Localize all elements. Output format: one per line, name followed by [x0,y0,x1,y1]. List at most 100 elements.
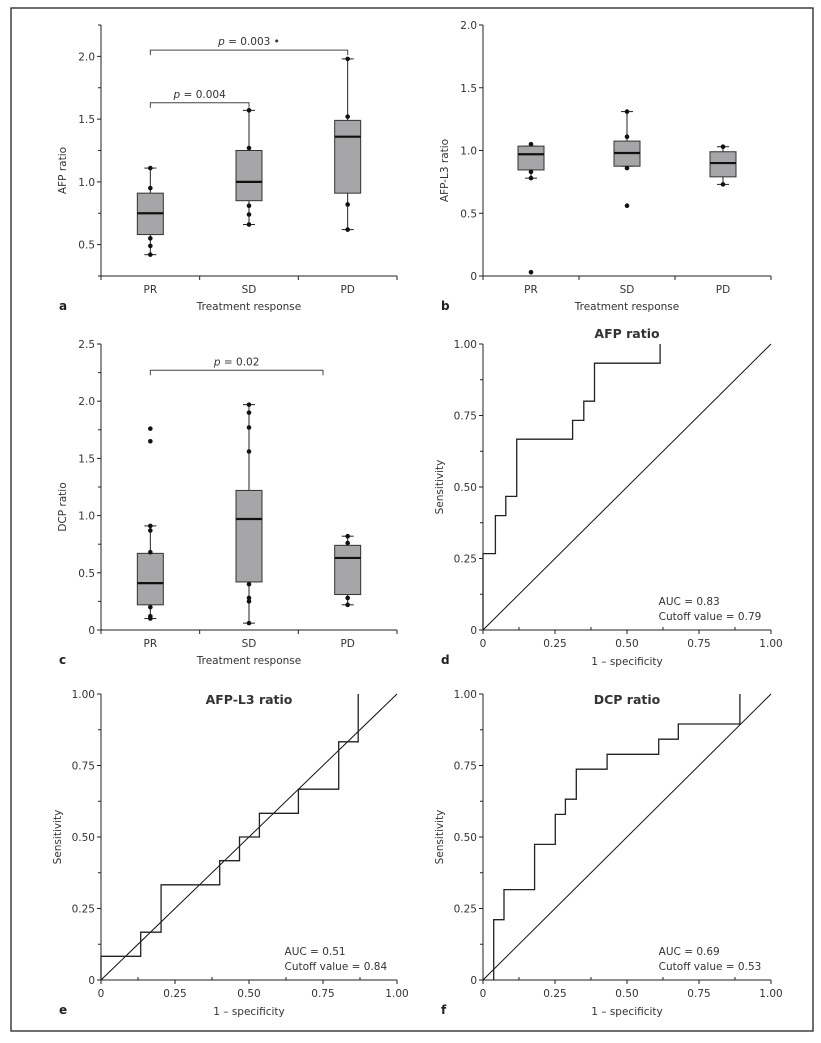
y-tick-label: 1.0 [460,146,477,158]
panel-d-afp-roc-curve: 00 0.25 0.25 0.50 0.50 0.75 0.75 1.00 1.00 1 – sp… [434,326,783,668]
y-axis-label: DCP ratio [57,482,69,531]
panel-c-dcp-ratio-boxplot: 0 0.5 1.0 1.5 2.0 2.5 PR SD PD Treatment response… [57,339,398,667]
cutoff-annotation: Cutoff value = 0.84 [285,961,388,973]
panel-letter: b [441,299,450,313]
data-point [246,203,252,209]
p-value-label: p = 0.003 • [217,36,280,48]
data-point [148,243,153,249]
x-tick-label: 0 [480,638,487,650]
data-point [345,114,350,119]
x-tick-label: 1.00 [385,988,408,1000]
iqr-box [709,151,737,178]
y-tick-label: 0.75 [454,411,477,423]
y-tick-label: 1.0 [78,511,95,523]
data-point [148,426,153,431]
y-tick-label: 0.25 [454,554,477,566]
data-point [246,620,252,626]
x-tick-label-sd: SD [242,638,257,650]
panel-letter: d [441,653,450,667]
data-point [345,533,350,539]
x-tick-label: 0.25 [543,988,566,1000]
y-tick-label: 1.5 [460,83,477,95]
x-axis-label: 1 – specificity [213,1006,285,1018]
p-symbol: p [173,89,181,101]
data-point [345,540,350,546]
y-tick-label: 0.25 [454,904,477,916]
x-tick-label: 1.00 [759,988,782,1000]
data-point [246,595,252,601]
panel-letter: f [441,1003,447,1017]
data-point [720,182,726,187]
box-pr [517,141,545,275]
cutoff-annotation: Cutoff value = 0.79 [659,611,762,623]
y-tick-label: 1.00 [72,689,95,701]
data-point [528,169,534,175]
x-tick-label: 0 [98,988,105,1000]
x-tick-label-pd: PD [340,284,354,296]
x-tick-label: 0 [480,988,487,1000]
panel-letter: c [59,653,66,667]
data-point [148,616,153,621]
x-tick-label: 0.75 [687,638,710,650]
y-axis-label: Sensitivity [434,460,446,515]
panel-a-afp-ratio-boxplot: 0.5 1.0 1.5 2.0 PR SD PD Treatment response AFP … [57,24,398,313]
roc-curve-line [493,694,741,980]
y-tick-label: 0 [470,271,477,283]
data-point [246,410,252,415]
y-tick-label: 0.25 [72,904,95,916]
y-tick-label: 0 [470,625,477,637]
data-point [345,202,350,207]
data-point [345,227,350,232]
y-axis-label: AFP ratio [57,147,69,194]
x-tick-label-pd: PD [716,284,730,296]
y-axis-label: AFP-L3 ratio [439,139,451,202]
x-tick-label: 0.50 [615,988,638,1000]
x-tick-label: 0.25 [163,988,186,1000]
p-value-label: p = 0.004 [173,89,227,101]
roc-curve-line [100,694,359,980]
auc-annotation: AUC = 0.83 [659,596,720,608]
x-tick-label-sd: SD [242,284,257,296]
box-sd [235,108,263,227]
data-point [528,269,534,275]
data-point [345,602,350,608]
data-point [345,56,350,62]
data-point [246,145,252,151]
reference-diagonal-line [482,343,772,631]
data-point [148,252,153,257]
x-tick-label-pr: PR [144,284,158,296]
box-pr [136,165,164,257]
data-point [246,425,252,430]
x-tick-label-pr: PR [144,638,158,650]
iqr-box [235,150,263,202]
panel-letter: a [59,299,67,313]
x-tick-label: 0.75 [687,988,710,1000]
x-tick-label-sd: SD [620,284,635,296]
x-tick-label: 0.50 [615,638,638,650]
x-tick-label-pr: PR [524,284,538,296]
x-tick-label: 1.00 [759,638,782,650]
y-tick-label: 0 [470,975,477,987]
panel-b-afp-l3-ratio-boxplot: 0 0.5 1.0 1.5 2.0 PR SD PD Treatment response AFP… [439,20,772,313]
data-point [246,402,252,407]
box-pd [334,533,362,608]
iqr-box [235,489,263,583]
y-tick-label: 0.50 [454,832,477,844]
y-tick-label: 1.5 [78,114,95,126]
iqr-box [334,119,362,194]
data-point [720,144,726,150]
data-point [148,165,153,171]
iqr-box [334,544,362,596]
data-point [148,236,153,241]
y-tick-label: 2.0 [78,396,95,408]
y-tick-label: 0.5 [78,240,95,252]
y-axis-label: Sensitivity [52,810,64,865]
y-tick-label: 0.50 [72,832,95,844]
significance-bracket: p = 0.02 [149,356,324,376]
p-symbol: p [213,356,221,368]
x-axis-label: 1 – specificity [591,656,663,668]
p-value-text: = 0.02 [221,356,260,368]
y-tick-label: 0.50 [454,482,477,494]
y-axis-label: Sensitivity [434,810,446,865]
